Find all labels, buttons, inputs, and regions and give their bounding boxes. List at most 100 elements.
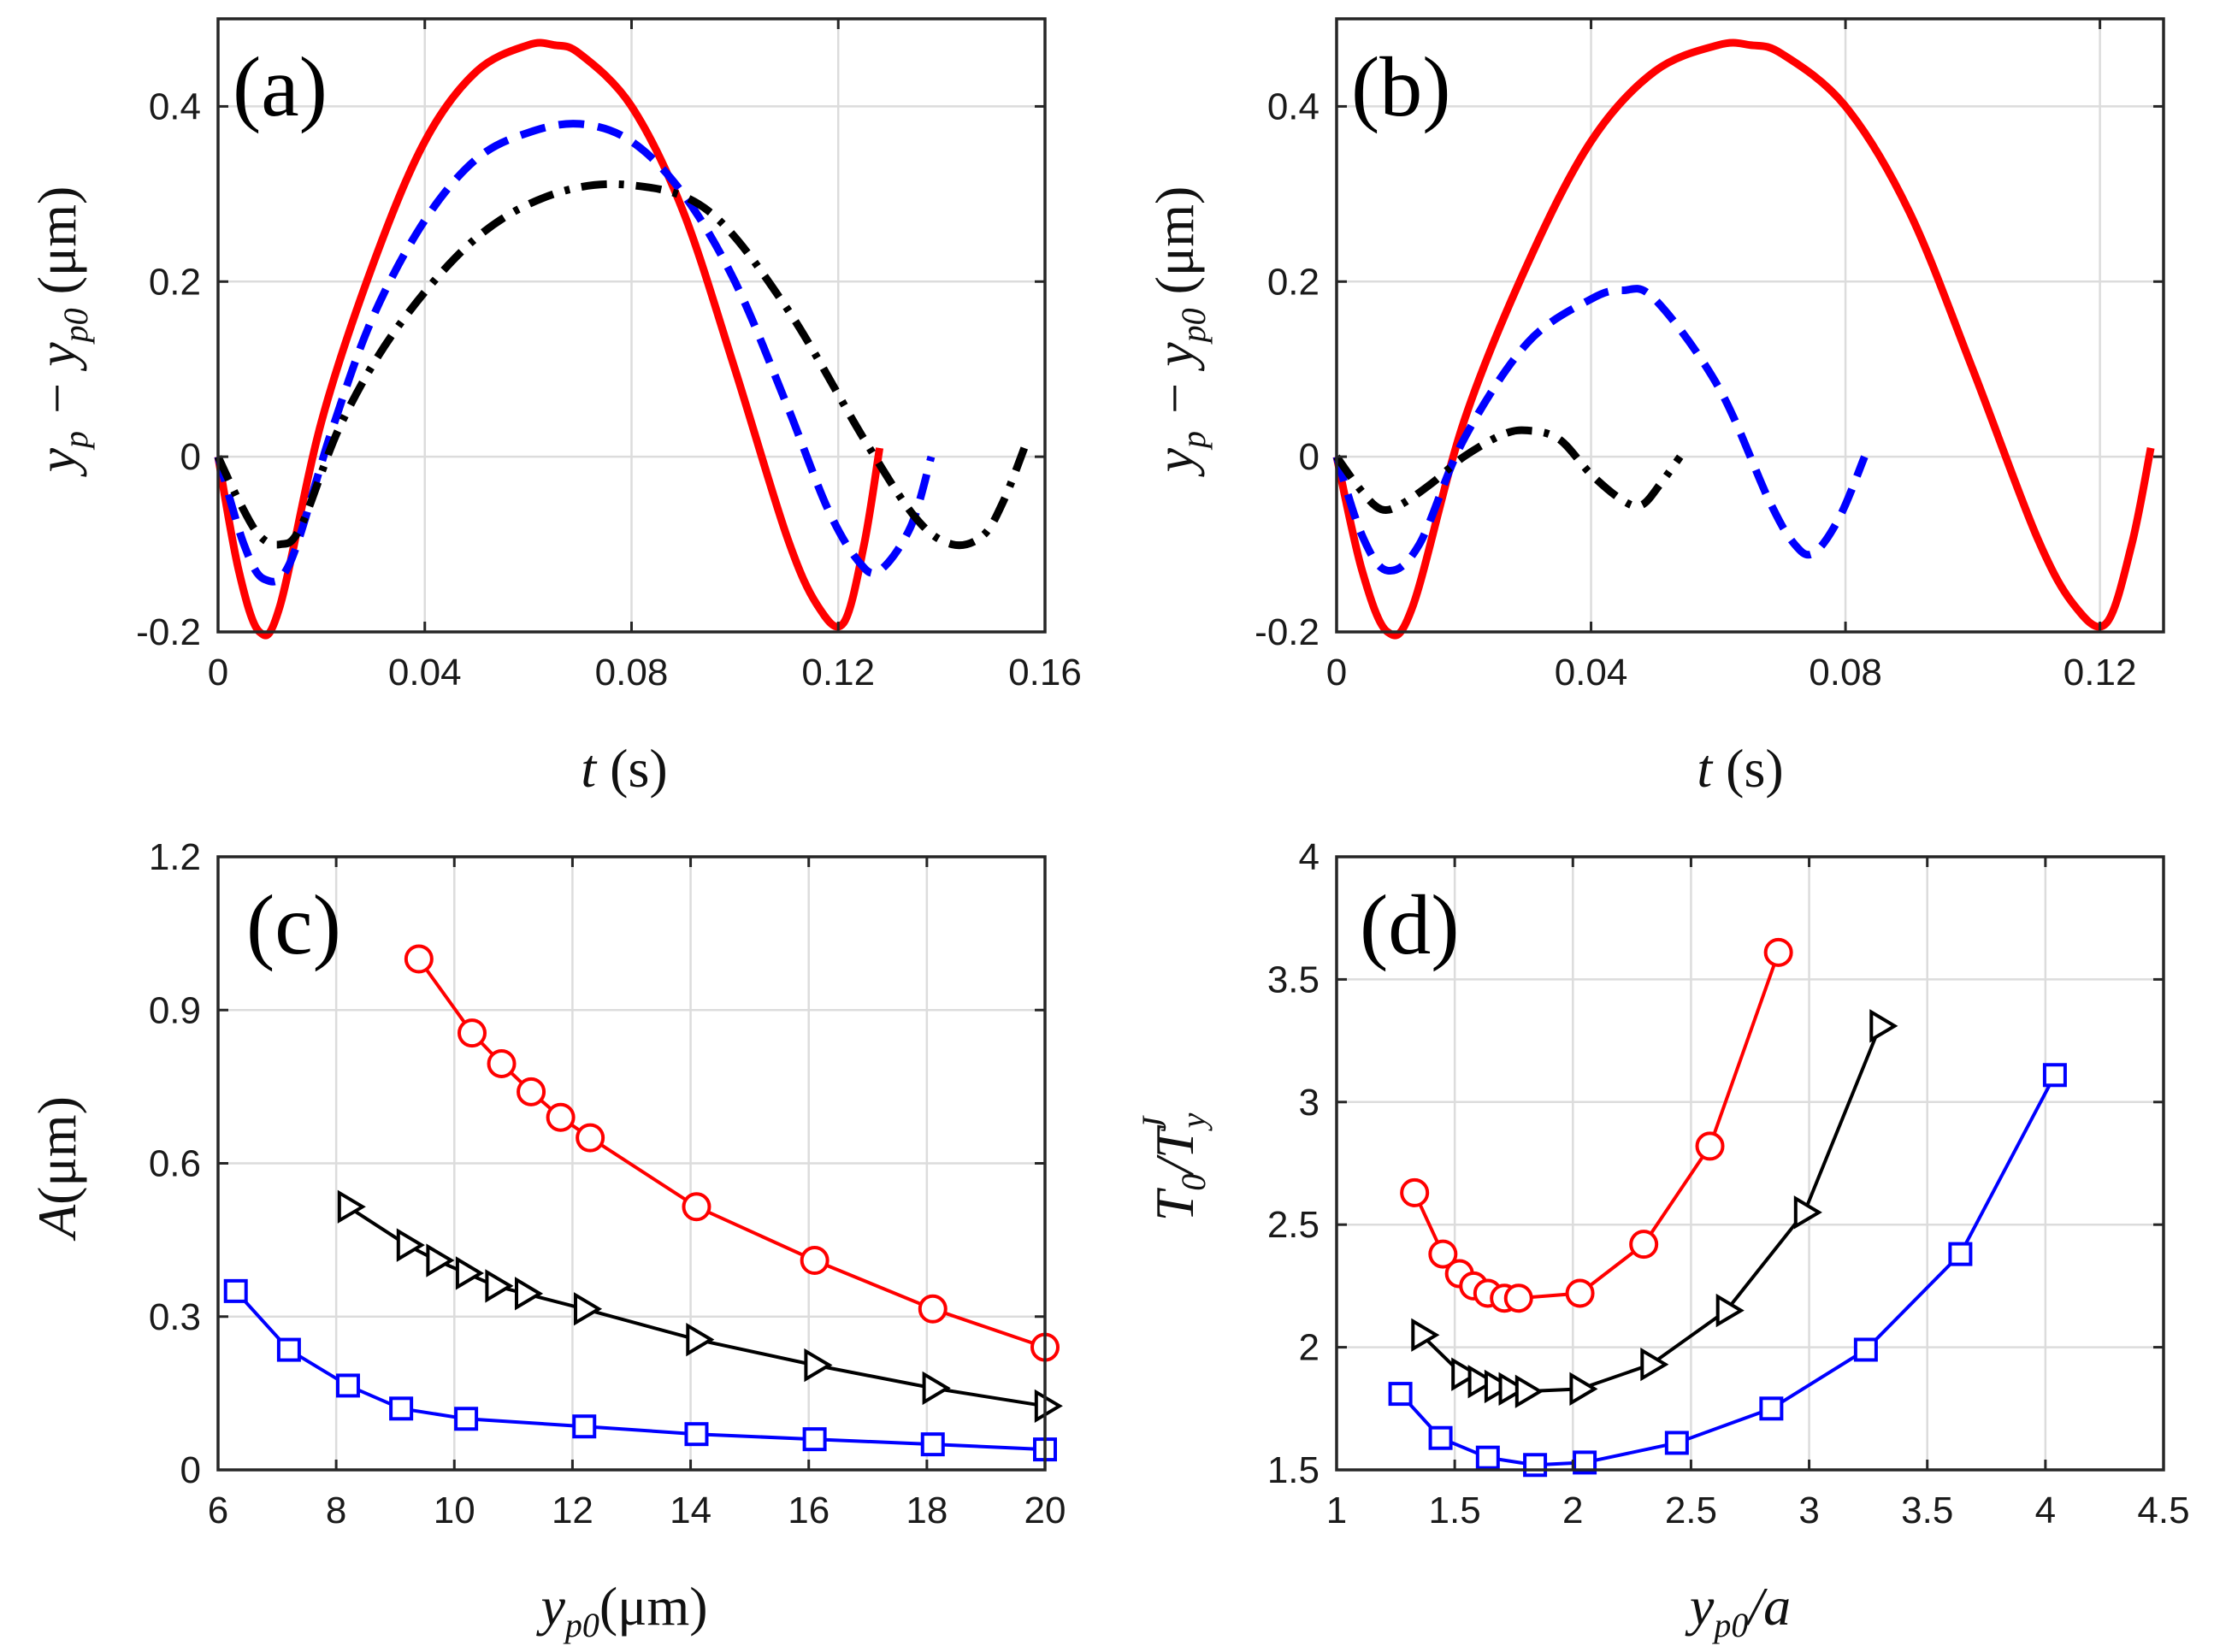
y-tick-label: 0.9 <box>149 989 201 1031</box>
marker-triangle <box>1715 1293 1745 1328</box>
marker-triangle <box>485 1269 514 1303</box>
x-axis-label: t (s) <box>581 738 667 799</box>
marker-triangle <box>1411 1318 1440 1352</box>
marker-circle <box>1565 1278 1595 1308</box>
x-tick-label: 4.5 <box>2137 1490 2189 1531</box>
y-tick-label: 2 <box>1299 1327 1320 1369</box>
marker-circle <box>404 944 434 974</box>
x-tick-label: 2 <box>1562 1490 1583 1531</box>
x-tick-label: 3.5 <box>1901 1490 1953 1531</box>
ticks: 1 1.5 2 2.5 3 3.5 4 4.51.522.533.54 <box>1267 836 2190 1531</box>
y-tick-label: 3.5 <box>1267 959 1320 1000</box>
x-tick-label: 6 <box>208 1490 228 1531</box>
panel-b: 0 0.04 0.08 0.12-0.200.20.4 (b) t (s) yp − … <box>1144 17 2165 799</box>
y-tick-label: 0 <box>1299 436 1320 478</box>
series-line-red-circles <box>417 958 1046 1349</box>
x-tick-label: 3 <box>1798 1490 1819 1531</box>
x-tick-label: 10 <box>434 1490 475 1531</box>
y-axis-label: yp − yp0 (μm) <box>1144 186 1213 478</box>
marker-square <box>1853 1337 1878 1362</box>
y-axis-label: A(μm) <box>27 1096 87 1242</box>
marker-circle <box>1695 1131 1725 1161</box>
series-line-red-solid <box>1332 38 2155 640</box>
marker-circle <box>1629 1230 1659 1260</box>
y-tick-label: 0.4 <box>149 86 201 127</box>
x-tick-label: 0 <box>1326 652 1347 693</box>
marker-circle <box>1400 1177 1430 1207</box>
y-tick-label: 0.2 <box>149 261 201 303</box>
marker-triangle <box>1869 1009 1898 1043</box>
ticks: 0 0.04 0.08 0.12 0.16-0.200.20.4 <box>136 19 1082 693</box>
plot-frame <box>1335 17 2165 634</box>
panel-label: (b) <box>1351 39 1451 134</box>
y-tick-label: 0.4 <box>1267 86 1320 127</box>
y-tick-label: 1.5 <box>1267 1449 1320 1491</box>
data-series <box>1332 38 2155 640</box>
x-tick-label: 1.5 <box>1429 1490 1481 1531</box>
marker-circle <box>458 1018 487 1048</box>
y-tick-label: 0.6 <box>149 1143 201 1185</box>
marker-triangle <box>574 1292 603 1326</box>
marker-square <box>1388 1382 1413 1407</box>
marker-triangle <box>1467 1365 1497 1399</box>
marker-triangle <box>686 1322 715 1357</box>
marker-square <box>684 1422 709 1447</box>
marker-triangle <box>1569 1372 1598 1407</box>
x-tick-label: 16 <box>788 1490 830 1531</box>
series-line-blue-dashed <box>1332 285 1869 575</box>
y-tick-label: 2.5 <box>1267 1204 1320 1246</box>
y-axis-label: yp − yp0 (μm) <box>27 186 95 478</box>
marker-triangle <box>1793 1195 1822 1230</box>
marker-circle <box>487 1048 517 1078</box>
marker-circle <box>576 1123 605 1153</box>
y-tick-label: 0.3 <box>149 1296 201 1338</box>
marker-square <box>335 1373 360 1398</box>
y-tick-label: -0.2 <box>136 611 201 653</box>
data-series <box>223 944 1063 1462</box>
x-axis-label: t (s) <box>1697 738 1783 799</box>
marker-triangle <box>804 1348 833 1383</box>
x-tick-label: 0.04 <box>388 652 462 693</box>
marker-square <box>223 1278 248 1303</box>
marker-square <box>1475 1445 1500 1470</box>
marker-triangle <box>1514 1374 1544 1408</box>
series-line-black-dashdot <box>214 180 1028 550</box>
x-tick-label: 2.5 <box>1665 1490 1717 1531</box>
marker-square <box>1759 1396 1784 1421</box>
marker-square <box>1664 1431 1689 1455</box>
x-tick-label: 18 <box>906 1490 948 1531</box>
x-tick-label: 20 <box>1024 1490 1066 1531</box>
x-tick-label: 1 <box>1326 1490 1347 1531</box>
x-tick-label: 14 <box>670 1490 711 1531</box>
marker-triangle <box>337 1189 366 1224</box>
marker-circle <box>546 1102 576 1132</box>
x-tick-label: 0.16 <box>1008 652 1082 693</box>
y-tick-label: 0.2 <box>1267 261 1320 303</box>
marker-square <box>802 1427 827 1452</box>
marker-triangle <box>1484 1369 1514 1404</box>
x-axis-label: yp0(μm) <box>535 1576 707 1644</box>
x-axis-label: yp0/a <box>1685 1576 1791 1644</box>
series-line-blue-squares <box>1399 1074 2057 1467</box>
marker-triangle <box>1034 1389 1063 1424</box>
y-tick-label: 3 <box>1299 1082 1320 1124</box>
y-tick-label: 4 <box>1299 836 1320 878</box>
marker-triangle <box>396 1228 425 1262</box>
marker-circle <box>1503 1283 1533 1313</box>
marker-circle <box>517 1077 546 1106</box>
x-tick-label: 0.04 <box>1555 652 1628 693</box>
y-tick-label: 0 <box>180 436 201 478</box>
marker-circle <box>682 1192 711 1222</box>
panel-a: 0 0.04 0.08 0.12 0.16-0.200.20.4 (a) t (s) y… <box>27 17 1082 799</box>
panel-label: (d) <box>1360 877 1460 972</box>
data-series <box>214 38 1028 640</box>
marker-square <box>454 1407 479 1431</box>
marker-triangle <box>515 1277 544 1311</box>
marker-square <box>572 1414 597 1439</box>
marker-square <box>1428 1425 1453 1450</box>
marker-square <box>389 1396 414 1421</box>
marker-circle <box>1763 937 1793 967</box>
marker-square <box>920 1432 945 1457</box>
